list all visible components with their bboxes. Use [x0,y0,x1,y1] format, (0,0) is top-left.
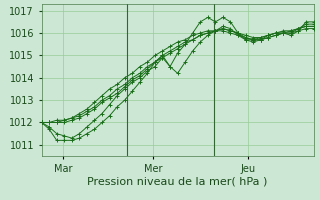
X-axis label: Pression niveau de la mer( hPa ): Pression niveau de la mer( hPa ) [87,176,268,186]
